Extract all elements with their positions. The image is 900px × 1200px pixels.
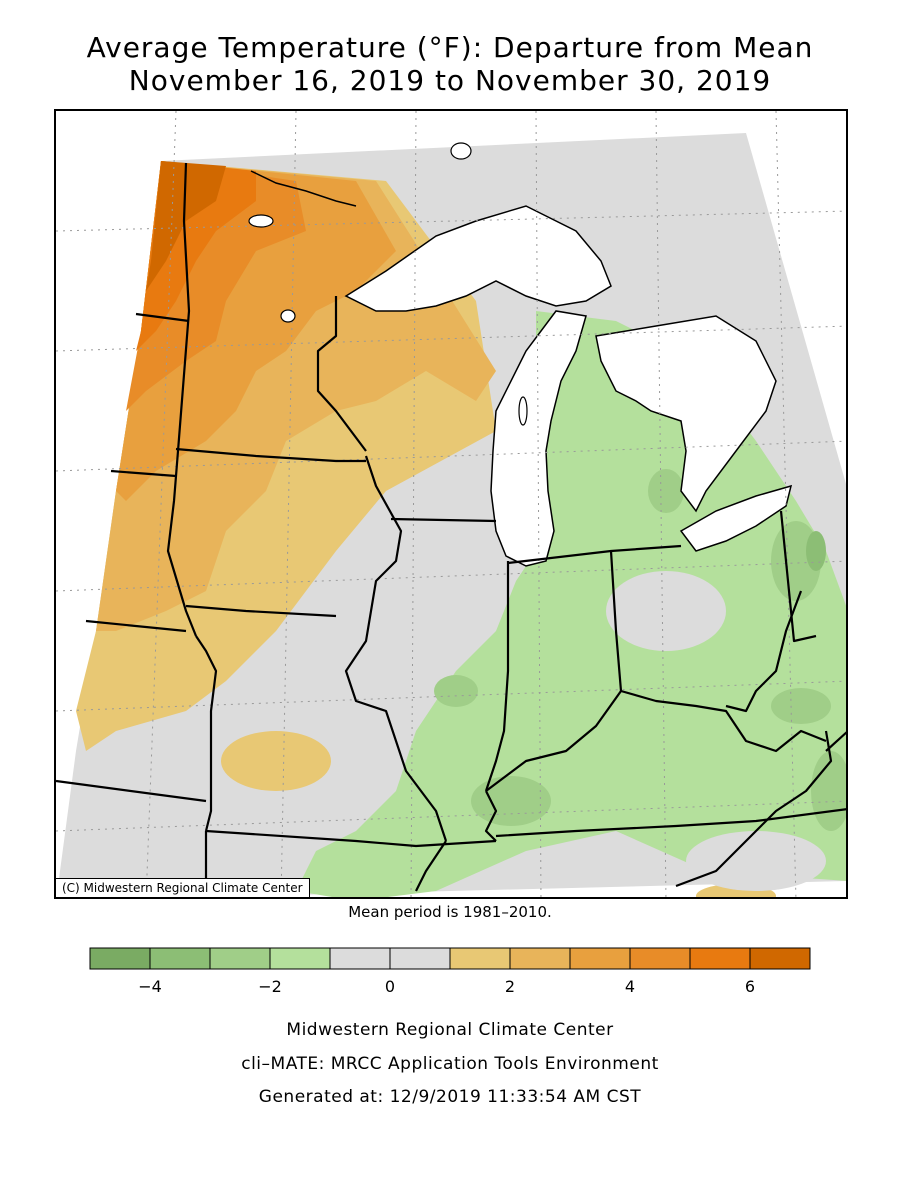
border-mn-ia <box>110 469 177 478</box>
cool-patch-2f-a <box>434 675 478 707</box>
legend-bin <box>509 947 571 970</box>
border-wi-il <box>390 517 497 523</box>
border-nd-sd <box>135 312 190 323</box>
border-ky-wv <box>675 730 833 888</box>
legend-tick-label: 4 <box>625 977 635 996</box>
border-mi-in-oh <box>507 544 682 565</box>
cool-patch-2f-b <box>648 469 684 513</box>
border-in-oh <box>609 550 623 692</box>
copyright-label: (C) Midwestern Regional Climate Center <box>56 878 310 897</box>
legend-bin <box>329 947 391 970</box>
legend-bin <box>629 947 691 970</box>
canada-border <box>250 170 357 207</box>
footer-generated: Generated at: 12/9/2019 11:33:54 AM CST <box>258 1087 642 1107</box>
graticule <box>56 111 846 897</box>
legend-tick-label: 2 <box>505 977 515 996</box>
legend-bin <box>209 947 271 970</box>
temperature-map <box>56 111 846 897</box>
legend-bin <box>749 947 811 970</box>
border-ky-tn <box>495 808 846 838</box>
border-mo-ar-river <box>415 840 447 892</box>
border-mo-ar <box>205 829 497 848</box>
border-ia-mn <box>185 604 337 618</box>
lake-superior <box>344 205 612 312</box>
border-wv-ky-east <box>825 731 846 752</box>
legend-bin <box>149 947 211 970</box>
border-sd-ne <box>85 619 187 633</box>
border-ia-mo <box>195 635 218 832</box>
legend-bin <box>449 947 511 970</box>
border-il-ia <box>344 455 448 842</box>
footer-tool: cli–MATE: MRCC Application Tools Environ… <box>241 1054 659 1074</box>
border-mo-ks <box>56 779 207 803</box>
legend-tick-label: 6 <box>745 977 755 996</box>
neutral-patch-indiana <box>606 571 726 651</box>
legend-ticks: −4 −2 0 2 4 6 <box>138 977 755 996</box>
legend-tick-label: −2 <box>258 977 282 996</box>
legend-bin <box>269 947 331 970</box>
legend-tick-label: 0 <box>385 977 395 996</box>
superior-islands <box>248 142 528 426</box>
border-in-ky <box>485 689 827 792</box>
state-borders <box>56 162 846 897</box>
warm-region-7f <box>146 161 226 291</box>
neutral-patch-southeast <box>686 831 826 891</box>
legend-bin <box>569 947 631 970</box>
border-mn-wi <box>316 296 367 452</box>
legend-bin <box>89 947 151 970</box>
border-il-in <box>484 561 510 792</box>
cool-patch-2f-e <box>471 776 551 826</box>
cool-patch-2f-c <box>771 688 831 724</box>
border-il-ky-river <box>484 790 498 842</box>
lake-huron <box>595 315 777 513</box>
border-oh-pa <box>779 510 817 643</box>
map-title-line2: November 16, 2019 to November 30, 2019 <box>128 64 772 97</box>
warm-blob-south <box>221 731 331 791</box>
lake-erie <box>679 484 793 552</box>
color-legend: −4 −2 0 2 4 6 <box>89 947 811 996</box>
legend-bins <box>89 947 811 970</box>
lake-michigan <box>490 310 587 567</box>
border-wv-va <box>725 590 803 713</box>
border-mn-south <box>175 447 366 463</box>
legend-tick-label: −4 <box>138 977 162 996</box>
map-title-line1: Average Temperature (°F): Departure from… <box>86 31 814 64</box>
map-panel: (C) Midwestern Regional Climate Center <box>54 109 848 899</box>
legend-bin <box>689 947 751 970</box>
cool-patch-3f <box>806 531 826 571</box>
footer-organization: Midwestern Regional Climate Center <box>286 1020 614 1040</box>
legend-bin <box>389 947 451 970</box>
mean-period-note: Mean period is 1981–2010. <box>348 903 552 921</box>
